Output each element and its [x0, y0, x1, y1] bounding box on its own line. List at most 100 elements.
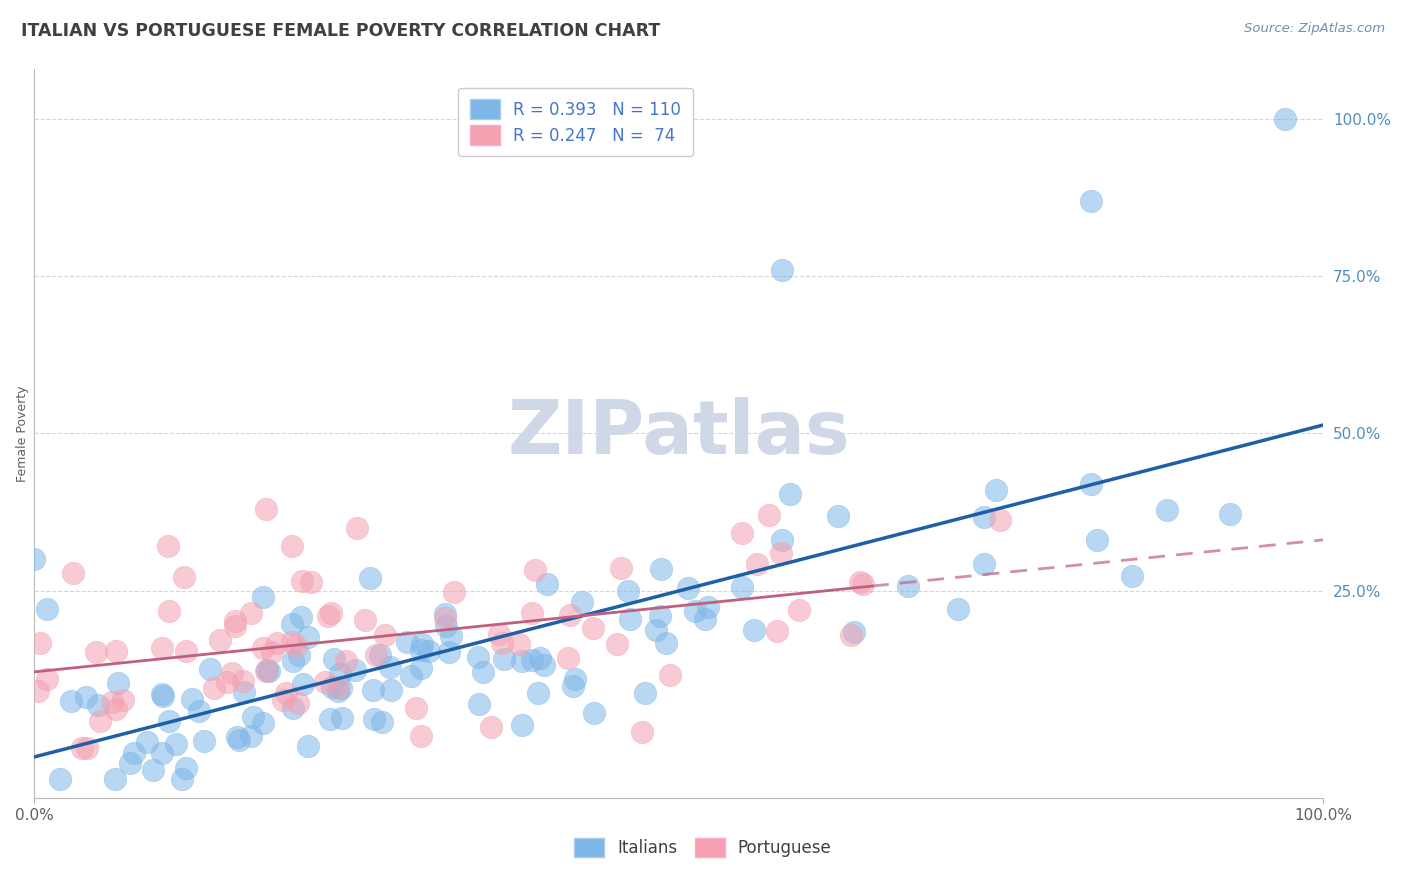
Point [291, 677, 314, 691]
Text: Source: ZipAtlas.com: Source: ZipAtlas.com [1244, 22, 1385, 36]
Point [176, 761, 198, 775]
Point [557, 650, 579, 665]
Point [242, 709, 264, 723]
Point [187, 704, 209, 718]
Point [683, 604, 706, 618]
Point [59, 694, 82, 708]
Point [359, 571, 381, 585]
Point [378, 660, 401, 674]
Point [361, 683, 384, 698]
Point [284, 639, 307, 653]
Point [411, 636, 433, 650]
Point [150, 687, 173, 701]
Point [181, 692, 204, 706]
Point [323, 651, 346, 665]
Point [266, 636, 288, 650]
Point [287, 696, 309, 710]
Point [770, 533, 793, 548]
Point [984, 483, 1007, 498]
Point [1121, 569, 1143, 583]
Point [644, 623, 666, 637]
Point [648, 609, 671, 624]
Legend: Italians, Portuguese: Italians, Portuguese [561, 824, 845, 871]
Point [37, 602, 59, 616]
Point [314, 674, 336, 689]
Point [276, 686, 298, 700]
Point [779, 487, 801, 501]
Point [22, 552, 45, 566]
Point [84, 644, 107, 658]
Point [316, 609, 339, 624]
Point [239, 730, 262, 744]
Point [136, 735, 159, 749]
Point [533, 657, 555, 672]
Point [321, 606, 343, 620]
Point [326, 683, 349, 698]
Point [173, 570, 195, 584]
Point [467, 697, 489, 711]
Point [75, 690, 97, 704]
Point [157, 539, 180, 553]
Point [582, 621, 605, 635]
Point [434, 610, 457, 624]
Point [273, 693, 295, 707]
Point [571, 595, 593, 609]
Point [401, 669, 423, 683]
Point [354, 613, 377, 627]
Point [299, 574, 322, 589]
Point [630, 725, 652, 739]
Point [770, 546, 793, 560]
Point [228, 732, 250, 747]
Point [152, 689, 174, 703]
Point [745, 557, 768, 571]
Point [848, 574, 870, 589]
Point [326, 680, 349, 694]
Point [409, 730, 432, 744]
Point [1085, 533, 1108, 548]
Point [193, 733, 215, 747]
Point [380, 683, 402, 698]
Point [731, 526, 754, 541]
Point [852, 577, 875, 591]
Text: ZIPatlas: ZIPatlas [508, 397, 851, 470]
Point [787, 603, 810, 617]
Point [443, 584, 465, 599]
Point [650, 562, 672, 576]
Point [252, 590, 274, 604]
Point [122, 747, 145, 761]
Point [766, 624, 789, 639]
Point [467, 649, 489, 664]
Point [606, 637, 628, 651]
Point [70, 740, 93, 755]
Point [526, 686, 548, 700]
Point [107, 675, 129, 690]
Point [488, 627, 510, 641]
Y-axis label: Female Poverty: Female Poverty [15, 385, 28, 482]
Point [510, 718, 533, 732]
Point [697, 600, 720, 615]
Point [676, 581, 699, 595]
Point [165, 737, 187, 751]
Point [291, 574, 314, 589]
Point [76, 740, 98, 755]
Point [524, 563, 547, 577]
Point [562, 679, 585, 693]
Point [103, 772, 125, 787]
Point [221, 665, 243, 680]
Point [257, 664, 280, 678]
Point [297, 739, 319, 753]
Point [742, 623, 765, 637]
Point [508, 637, 530, 651]
Point [619, 612, 641, 626]
Point [104, 644, 127, 658]
Point [472, 665, 495, 680]
Point [281, 654, 304, 668]
Point [281, 540, 304, 554]
Point [634, 686, 657, 700]
Point [405, 701, 427, 715]
Point [897, 579, 920, 593]
Point [281, 635, 304, 649]
Point [260, 645, 283, 659]
Point [157, 714, 180, 729]
Text: ITALIAN VS PORTUGUESE FEMALE POVERTY CORRELATION CHART: ITALIAN VS PORTUGUESE FEMALE POVERTY COR… [21, 22, 661, 40]
